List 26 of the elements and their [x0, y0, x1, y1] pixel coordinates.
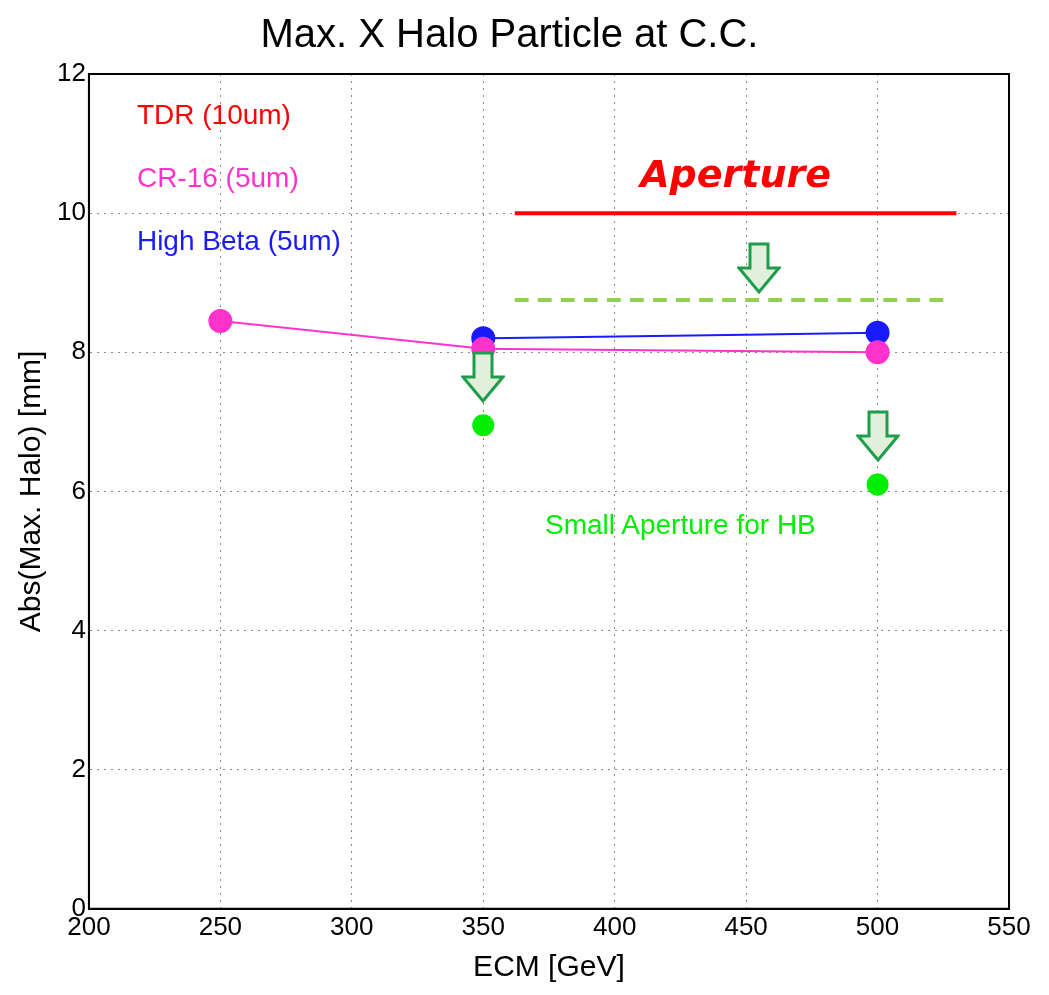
x-tick-label: 400: [592, 910, 637, 941]
x-axis-title: ECM [GeV]: [473, 949, 625, 983]
point: [866, 473, 889, 496]
point: [472, 414, 495, 437]
text: High Beta (5um): [136, 224, 341, 256]
series-label: Small Aperture for HB: [545, 509, 816, 541]
y-tick-label: 12: [57, 57, 86, 88]
point: [865, 320, 890, 345]
y-tick-label: 6: [71, 474, 86, 505]
series-label: Aperture: [637, 152, 832, 197]
x-tick-label: 550: [987, 910, 1031, 941]
y-tick-label: 8: [71, 335, 86, 366]
y-tick-label: 2: [71, 752, 86, 783]
y-tick-label: 4: [71, 613, 86, 644]
point: [865, 340, 890, 365]
y-tick-label: 10: [57, 196, 86, 227]
x-tick-label: 450: [724, 910, 768, 941]
x-tick-label: 300: [330, 910, 374, 941]
x-tick-label: 250: [198, 910, 243, 941]
text: CR-16 (5um): [136, 161, 299, 193]
x-tick-label: 350: [461, 910, 505, 941]
point: [208, 308, 233, 333]
x-tick-label: 500: [855, 910, 900, 941]
legend-label: TDR (10um): [136, 98, 291, 130]
chart-title: Max. X Halo Particle at C.C.: [260, 11, 759, 56]
y-axis-title: Abs(Max. Halo) [mm]: [13, 350, 47, 633]
